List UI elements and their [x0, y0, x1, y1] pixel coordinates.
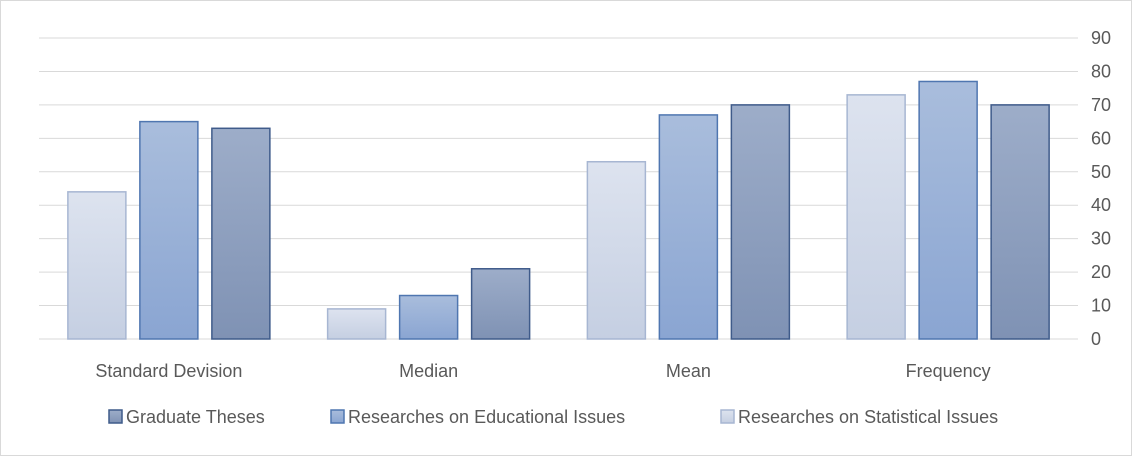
- bars: [67, 80, 1050, 340]
- y-tick-label: 40: [1091, 195, 1111, 215]
- bar: [918, 80, 978, 340]
- y-tick-label: 70: [1091, 95, 1111, 115]
- bar: [326, 308, 387, 340]
- y-tick-label: 60: [1091, 128, 1111, 148]
- y-tick-label: 0: [1091, 329, 1101, 349]
- y-tick-label: 50: [1091, 162, 1111, 182]
- y-axis-ticks: 0 10 20 30 40 50 60 70 80 90: [1091, 28, 1111, 349]
- x-category-label: Frequency: [906, 361, 991, 381]
- legend-swatch: [330, 409, 345, 424]
- x-category-label: Median: [399, 361, 458, 381]
- bar: [730, 104, 791, 340]
- bar: [67, 191, 127, 340]
- legend-label: Researches on Statistical Issues: [738, 407, 998, 427]
- bar: [211, 127, 271, 340]
- bar: [139, 120, 199, 340]
- y-tick-label: 80: [1091, 61, 1111, 81]
- x-category-label: Mean: [666, 361, 711, 381]
- bar: [658, 114, 719, 340]
- x-category-label: Standard Devision: [95, 361, 242, 381]
- legend-swatch: [108, 409, 123, 424]
- legend: Graduate Theses Researches on Educational…: [108, 407, 998, 427]
- bar: [470, 268, 531, 340]
- y-tick-label: 20: [1091, 262, 1111, 282]
- legend-swatch: [720, 409, 735, 424]
- bar: [398, 294, 459, 340]
- x-axis-categories: Standard Devision Median Mean Frequency: [95, 361, 990, 381]
- y-tick-label: 90: [1091, 28, 1111, 48]
- legend-label: Researches on Educational Issues: [348, 407, 625, 427]
- y-tick-label: 30: [1091, 229, 1111, 249]
- bar: [990, 104, 1050, 340]
- bar: [586, 160, 647, 340]
- bar: [846, 94, 906, 340]
- legend-label: Graduate Theses: [126, 407, 265, 427]
- y-tick-label: 10: [1091, 296, 1111, 316]
